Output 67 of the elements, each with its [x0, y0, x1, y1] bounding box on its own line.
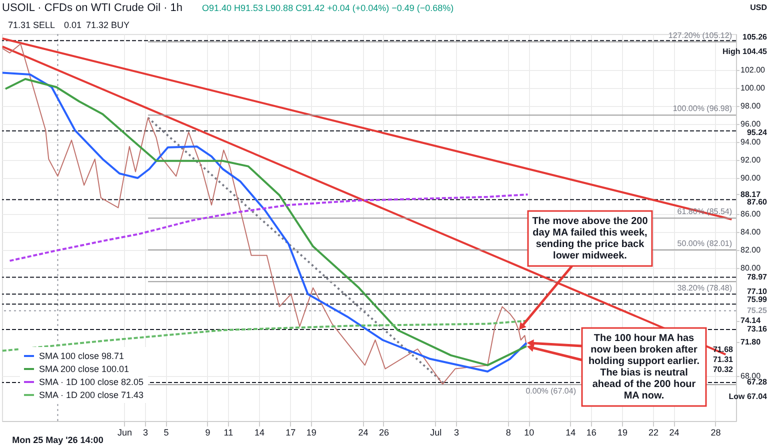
x-tick-label: 16 [586, 428, 596, 438]
ref-line-label: Mon 25 May '26 14:00 [12, 435, 104, 445]
x-tick-label: 10 [524, 428, 534, 438]
legend-label: SMA · 1D 100 close 82.05 [39, 377, 144, 387]
x-tick-label: 14 [566, 428, 576, 438]
ref-line-label: 73.16 [746, 324, 768, 334]
series-label: 127.20% (105.12) [668, 30, 732, 40]
y-tick-label: 92.00 [740, 156, 762, 164]
series-label: 0.00% (67.04) [526, 386, 576, 396]
series-label: 100.00% (96.98) [672, 104, 732, 114]
text: 0.01 [64, 20, 82, 30]
y-tick-label: 94.00 [740, 138, 762, 146]
chart-title: USOIL · CFDs on WTI Crude Oil · 1h [2, 2, 183, 14]
y-tick-label: 86.00 [740, 210, 762, 218]
x-tick-label: 14 [254, 428, 265, 438]
x-tick-label: 17 [286, 428, 296, 438]
annotation: The move above the 200 day MA failed this week, sending the price back lower midweek. [532, 216, 648, 262]
x-tick-label: 3 [454, 428, 460, 438]
series-label: 50.00% (82.01) [677, 238, 732, 248]
x-tick-label: 22 [648, 428, 659, 438]
annotation: 71.68 [712, 345, 734, 354]
ref-line-label: 75.99 [746, 295, 768, 304]
y-tick-label: 88.17 [740, 190, 762, 199]
chart-subtitle: O91.40 H91.53 L90.88 C91.42 +0.04 (+0.04%) −0.49 (−0.68%) [202, 3, 454, 13]
text: 71.32 BUY [86, 20, 130, 30]
x-tick-label: 26 [378, 428, 389, 438]
legend-label: SMA 100 close 98.71 [39, 351, 124, 361]
y-tick-label: 102.00 [740, 66, 766, 74]
series-label: 61.80% (85.54) [677, 207, 732, 216]
x-tick-label: 28 [710, 428, 721, 438]
annotation: The 100 hour MA has now been broken after holding support earlier. The bias is neutral ahead of the 200 hour MA now. [588, 333, 700, 402]
annotation: 71.31 [712, 355, 734, 364]
ref-line-label: 87.60 [746, 198, 768, 207]
y-tick-label: 98.00 [740, 102, 762, 110]
y-tick-label: 80.00 [740, 264, 762, 272]
x-tick-label: 8 [506, 428, 511, 438]
x-tick-label: 19 [617, 428, 628, 438]
ref-line-label: 75.25 [746, 306, 768, 315]
x-tick-label: 24 [669, 428, 680, 438]
series-label: 38.20% (78.48) [677, 284, 732, 293]
legend-label: SMA 200 close 100.01 [39, 364, 130, 374]
y-tick-label: 82.00 [740, 246, 762, 254]
x-tick-label: Jun [118, 428, 132, 438]
annotation: 70.32 [712, 365, 734, 374]
x-tick-label: 24 [358, 428, 368, 438]
ref-line-label: 78.97 [746, 272, 768, 282]
y-tick-label: 90.00 [740, 174, 762, 182]
x-tick-label: 19 [306, 428, 316, 438]
x-tick-label: 11 [224, 428, 234, 438]
y-tick-label: 96.00 [740, 120, 762, 128]
x-tick-label: 9 [205, 428, 210, 438]
ref-line-label: 77.10 [746, 287, 768, 296]
y-tick-label: 74.14 [740, 316, 762, 326]
annotation: High 104.45 [722, 47, 768, 56]
text: 71.31 SELL [8, 20, 56, 30]
y-tick-label: 100.00 [740, 84, 766, 92]
y-tick-label: 71.80 [740, 337, 762, 346]
line-series [8, 193, 529, 262]
annotation: Low 67.04 [728, 392, 768, 401]
ref-line-label: 95.24 [746, 128, 768, 137]
x-tick-label: 5 [164, 428, 169, 438]
text: USD [750, 3, 768, 12]
y-tick-label: 84.00 [740, 228, 762, 236]
x-tick-label: Jul [430, 428, 442, 438]
legend-label: SMA · 1D 200 close 71.43 [39, 390, 144, 400]
x-tick-label: 3 [142, 428, 148, 438]
ref-line-label: 105.26 [742, 32, 768, 42]
